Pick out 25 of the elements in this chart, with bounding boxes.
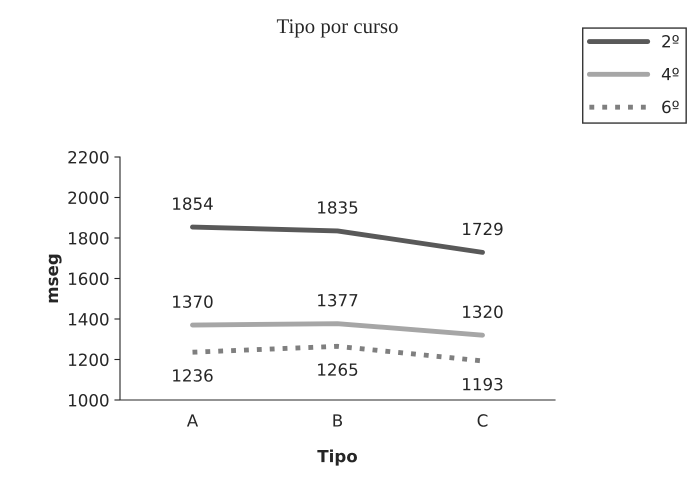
y-tick-label: 1600 — [68, 272, 108, 286]
chart-title: Tipo por curso — [276, 19, 398, 38]
data-label: 1377 — [318, 294, 358, 307]
y-tick-label: 1200 — [68, 353, 108, 366]
data-label: 1193 — [463, 378, 502, 390]
y-tick-label: 2200 — [68, 150, 108, 164]
data-label: 1265 — [318, 363, 358, 376]
legend-label: 2º — [662, 35, 679, 48]
x-axis-title: Tipo — [317, 449, 358, 466]
x-tick-label: B — [333, 414, 342, 427]
x-tick-label: C — [478, 414, 488, 427]
y-axis-title: mseg — [48, 254, 62, 302]
data-label: 1370 — [173, 295, 213, 308]
data-label: 1729 — [463, 222, 503, 236]
x-tick-label: A — [186, 414, 198, 427]
y-tick-label: 1000 — [68, 394, 108, 407]
data-label: 1236 — [173, 369, 213, 382]
y-tick-label: 1800 — [68, 232, 108, 245]
y-tick-label: 2000 — [68, 191, 108, 204]
y-tick-label: 1400 — [68, 312, 108, 326]
data-label: 1320 — [463, 305, 503, 318]
legend-label: 6º — [662, 100, 679, 114]
legend-label: 4º — [662, 68, 679, 80]
data-label: 1854 — [173, 197, 213, 210]
data-label: 1835 — [318, 201, 358, 214]
